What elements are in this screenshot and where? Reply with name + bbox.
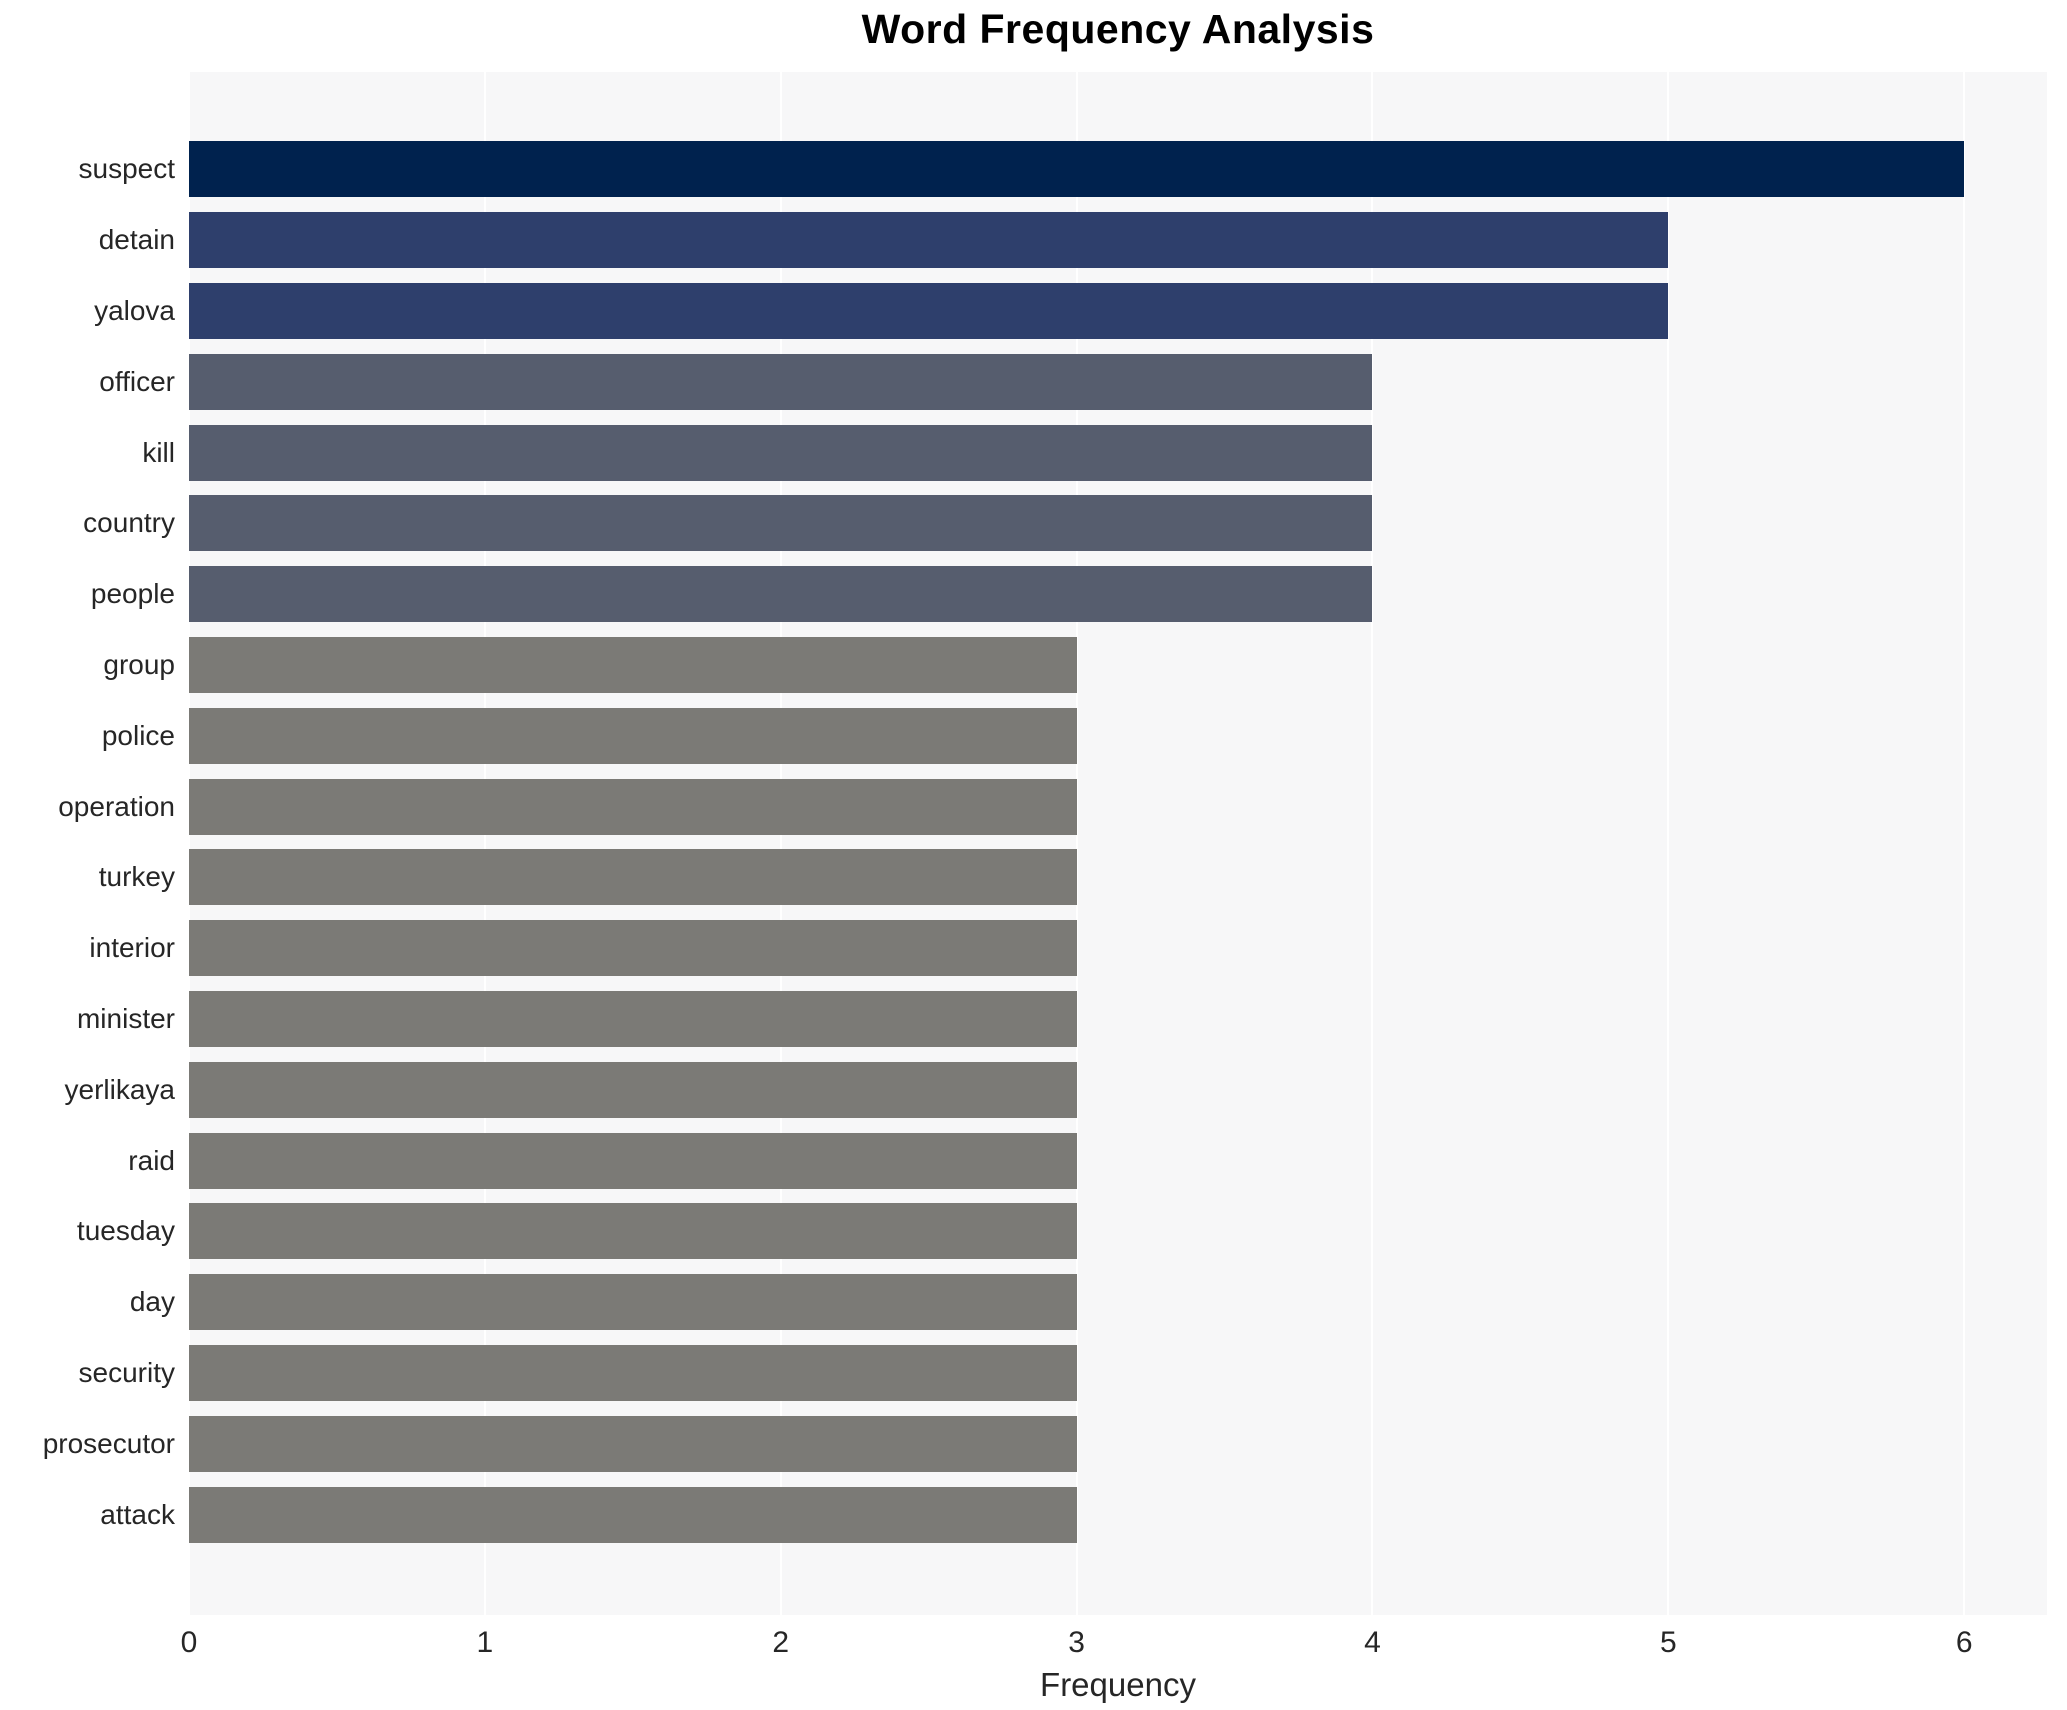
y-tick-label: raid [128, 1144, 175, 1176]
x-tick-label: 5 [1659, 1626, 1677, 1659]
gridline [188, 72, 190, 1615]
bar-row: tuesday [77, 1196, 2047, 1267]
bar-row: attack [100, 1479, 2047, 1550]
bar [189, 920, 1077, 977]
bar-row: day [130, 1267, 2047, 1338]
y-tick-label: officer [99, 365, 175, 397]
y-tick-label: police [101, 719, 175, 751]
x-tick-label: 4 [1364, 1626, 1381, 1659]
bar [189, 424, 1373, 481]
y-tick-label: suspect [78, 153, 176, 185]
x-tick-label: 2 [772, 1626, 790, 1659]
gridline [483, 72, 486, 1615]
bar [189, 566, 1373, 623]
chart-title: Word Frequency Analysis [861, 6, 1375, 52]
y-tick-label: people [90, 578, 175, 610]
bar [189, 990, 1077, 1047]
bar [189, 141, 1965, 198]
gridline [1371, 72, 1374, 1615]
bar-row: minister [77, 984, 2047, 1055]
y-tick-label: attack [100, 1498, 175, 1530]
bar-row: interior [89, 913, 2047, 984]
x-tick-label: 0 [180, 1626, 198, 1659]
bar-row: yalova [94, 276, 2047, 347]
y-tick-label: yalova [94, 294, 175, 326]
x-axis-label: Frequency [1040, 1666, 1196, 1703]
x-tick-label: 1 [476, 1626, 494, 1659]
bar-row: turkey [99, 842, 2047, 913]
bar [189, 1415, 1077, 1472]
bar-row: people [91, 559, 2047, 630]
bar [189, 495, 1373, 552]
y-tick-label: country [83, 507, 175, 539]
bar-row: group [103, 630, 2047, 701]
y-tick-label: day [129, 1286, 175, 1318]
y-tick-label: tuesday [76, 1215, 175, 1247]
bar-row: country [83, 488, 2047, 559]
bar [189, 636, 1077, 693]
bar-row: police [102, 700, 2047, 771]
bar-row: detain [99, 205, 2047, 276]
gridline [779, 72, 782, 1615]
plot-area: suspect detain yalova officer kill country peo… [43, 72, 2047, 1615]
gridline [1963, 72, 1966, 1615]
y-tick-label: turkey [98, 861, 175, 893]
bar-row: suspect [79, 134, 2047, 205]
y-tick-label: detain [98, 224, 175, 256]
bar [189, 353, 1373, 410]
x-tick-label: 6 [1955, 1626, 1973, 1659]
x-axis-ticks: 0 1 2 3 4 5 6 [181, 1626, 2047, 1662]
y-tick-label: operation [58, 790, 175, 822]
bar [189, 1061, 1077, 1118]
gridline [1075, 72, 1078, 1615]
bar-row: officer [99, 346, 2047, 417]
y-tick-label: security [78, 1356, 175, 1388]
y-tick-label: yerlikaya [64, 1073, 175, 1105]
bar [189, 1203, 1077, 1260]
bar-row: security [79, 1338, 2047, 1409]
bar-row: prosecutor [43, 1408, 2047, 1479]
gridline [1667, 72, 1670, 1615]
bar-row: yerlikaya [65, 1054, 2047, 1125]
bar [189, 282, 1669, 339]
y-tick-label: prosecutor [42, 1427, 175, 1459]
plot-rows: suspect detain yalova officer kill country peo… [43, 72, 2047, 1615]
bar [189, 707, 1077, 764]
y-tick-label: minister [76, 1002, 175, 1034]
y-tick-label: group [103, 648, 175, 680]
bar-row: raid [128, 1125, 2047, 1196]
y-tick-label: kill [142, 436, 175, 468]
bar [189, 212, 1669, 269]
bar [189, 1132, 1077, 1189]
bar [189, 1486, 1077, 1543]
y-tick-label: interior [89, 932, 175, 964]
bar [189, 1274, 1077, 1331]
bar [189, 778, 1077, 835]
bar-row: kill [142, 417, 2047, 488]
bar [189, 849, 1077, 906]
bar-row: operation [58, 771, 2047, 842]
gridlines [188, 72, 2047, 1615]
x-tick-label: 3 [1068, 1626, 1085, 1659]
bar [189, 1344, 1077, 1401]
